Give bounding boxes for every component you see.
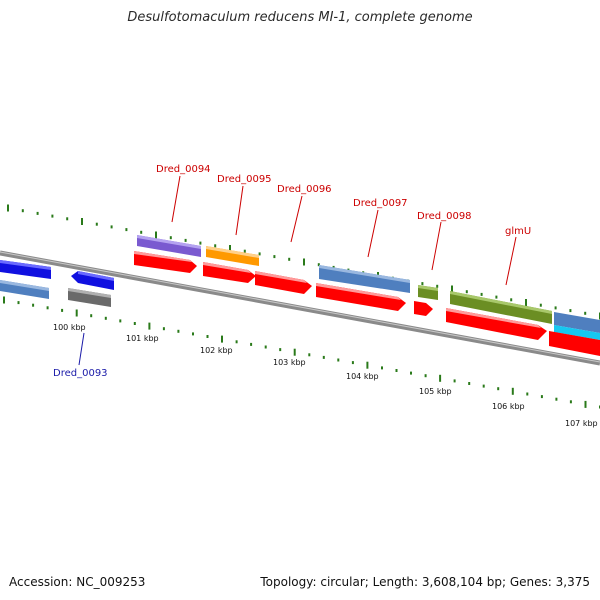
top-strand-features bbox=[0, 235, 600, 340]
cds-dred-0094-shine bbox=[134, 251, 192, 262]
gene-dred-0097-shine bbox=[319, 265, 410, 283]
cds-dred-0097-shine bbox=[316, 283, 401, 300]
cds-glmu bbox=[446, 308, 547, 340]
cds-dred-0093-shine bbox=[68, 288, 111, 298]
gene-label-dred-0093[interactable]: Dred_0093 bbox=[53, 368, 108, 379]
kbp-label-101: 101 kbp bbox=[126, 334, 159, 343]
genome-backbone bbox=[0, 250, 600, 366]
kbp-label-103: 103 kbp bbox=[273, 358, 306, 367]
lower-scale bbox=[3, 296, 600, 409]
cds-right-edge bbox=[549, 331, 600, 356]
map-title: Desulfotomaculum reducens MI-1, complete… bbox=[127, 10, 473, 25]
gene-label-dred-0096[interactable]: Dred_0096 bbox=[277, 184, 332, 195]
cds-dred-0094 bbox=[134, 251, 197, 273]
kbp-label-100: 100 kbp bbox=[53, 323, 86, 332]
gene-blue-left-shine bbox=[0, 260, 51, 270]
bottom-strand-features bbox=[0, 271, 114, 307]
cds-dred-0096 bbox=[255, 271, 312, 294]
kbp-labels: 100 kbp 101 kbp 102 kbp 103 kbp 104 kbp … bbox=[53, 323, 598, 428]
leader-glmu bbox=[505, 236, 517, 286]
genome-backbone-highlight bbox=[0, 251, 600, 363]
gene-label-dred-0094[interactable]: Dred_0094 bbox=[156, 164, 211, 175]
gene-glmu-shine bbox=[450, 291, 552, 314]
leader-dred-0098 bbox=[431, 221, 442, 271]
cds-dred-0095 bbox=[203, 262, 256, 283]
kbp-label-104: 104 kbp bbox=[346, 372, 379, 381]
kbp-label-106: 106 kbp bbox=[492, 402, 525, 411]
cds-dred-0096-shine bbox=[255, 271, 307, 283]
gene-dred-0095-shine bbox=[206, 246, 259, 258]
leader-dred-0096 bbox=[290, 195, 303, 243]
cds-dred-0095-shine bbox=[203, 262, 251, 273]
kbp-label-102: 102 kbp bbox=[200, 346, 233, 355]
genome-summary-text: Topology: circular; Length: 3,608,104 bp… bbox=[260, 575, 590, 589]
gene-cyan-right bbox=[554, 325, 600, 340]
leader-dred-0094 bbox=[171, 175, 181, 223]
gene-dred-0098-shine bbox=[418, 285, 438, 291]
cds-features bbox=[134, 251, 600, 356]
gene-label-glmu[interactable]: glmU bbox=[505, 226, 531, 237]
upper-scale bbox=[7, 204, 600, 320]
accession-text: Accession: NC_009253 bbox=[9, 575, 146, 589]
gene-label-dred-0098[interactable]: Dred_0098 bbox=[417, 211, 472, 222]
gene-dred-0097-bar bbox=[319, 265, 410, 293]
cds-dred-0098 bbox=[414, 301, 433, 316]
kbp-label-107: 107 kbp bbox=[565, 419, 598, 428]
gene-labels[interactable]: Dred_0094 Dred_0095 Dred_0096 Dred_0097 … bbox=[53, 164, 531, 379]
gene-steelblue-left-shine bbox=[0, 280, 49, 291]
gene-dred-0093-shine bbox=[78, 271, 114, 281]
gene-steelblue-right bbox=[554, 312, 600, 333]
gene-label-dred-0097[interactable]: Dred_0097 bbox=[353, 198, 408, 209]
leader-dred-0093 bbox=[78, 332, 85, 366]
gene-label-dred-0095[interactable]: Dred_0095 bbox=[217, 174, 272, 185]
leader-dred-0095 bbox=[235, 185, 244, 236]
gene-glmu-bar bbox=[450, 291, 552, 324]
cds-glmu-shine bbox=[446, 308, 541, 328]
cds-dred-0097 bbox=[316, 283, 406, 311]
gene-dred-0093 bbox=[71, 271, 114, 290]
kbp-label-105: 105 kbp bbox=[419, 387, 452, 396]
gene-dred-0094-shine bbox=[137, 235, 201, 249]
leader-dred-0097 bbox=[367, 209, 379, 258]
